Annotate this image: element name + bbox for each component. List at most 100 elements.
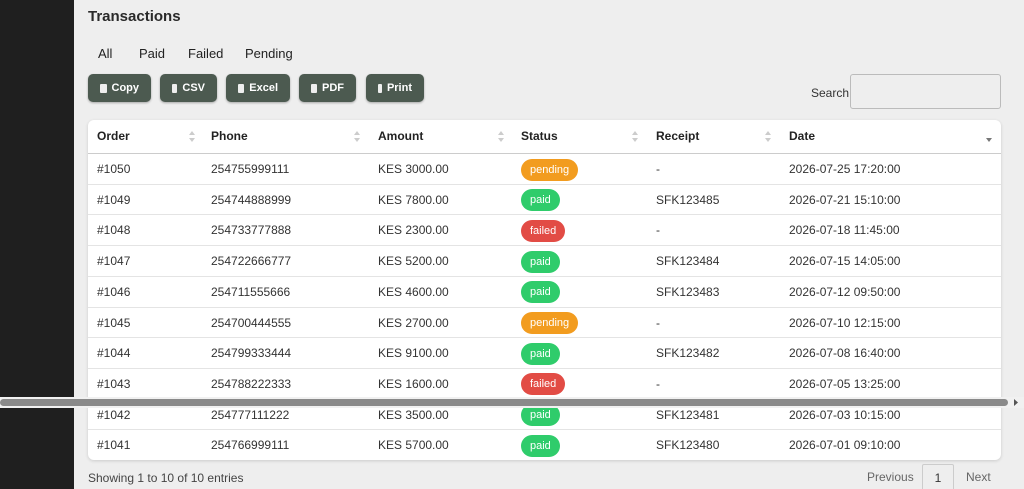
page-button[interactable]: 1 <box>922 464 954 489</box>
export-button[interactable]: Copy <box>88 74 151 102</box>
table-cell: - <box>656 162 660 176</box>
status-badge: paid <box>521 434 560 457</box>
search-label: Search: <box>811 86 853 100</box>
column-header[interactable]: Date <box>789 129 816 143</box>
row-divider <box>88 214 1001 216</box>
status-badge: pending <box>521 312 579 334</box>
row-divider <box>88 306 1001 308</box>
table-cell: 2026-07-18 11:45:00 <box>789 223 900 238</box>
status-badge: paid <box>521 189 560 212</box>
status-badge: paid <box>521 404 560 427</box>
table-cell: KES 9100.00 <box>378 346 449 361</box>
table-cell: 254722666777 <box>211 254 292 269</box>
filter-tab[interactable]: Failed <box>188 46 224 61</box>
header-divider <box>88 153 1001 154</box>
column-header[interactable]: Order <box>97 129 130 143</box>
sort-icon <box>632 131 638 142</box>
row-divider <box>88 245 1001 247</box>
table-cell: KES 2700.00 <box>378 315 449 330</box>
column-header[interactable]: Receipt <box>656 129 700 143</box>
table-cell: KES 1600.00 <box>378 376 449 391</box>
table-cell: KES 5200.00 <box>378 254 449 269</box>
button-label: Copy <box>111 82 140 94</box>
filter-tab[interactable]: Pending <box>245 46 293 61</box>
export-button[interactable]: PDF <box>299 74 356 102</box>
export-button[interactable]: Print <box>366 74 424 102</box>
table-cell: KES 2300.00 <box>378 223 449 238</box>
scrollbar-thumb[interactable] <box>0 399 1008 406</box>
sort-icon <box>498 131 504 142</box>
table-cell: 254777111222 <box>211 407 290 422</box>
table-cell: SFK123484 <box>656 254 720 269</box>
button-icon <box>238 83 245 93</box>
status-badge: pending <box>521 158 579 181</box>
filter-tab[interactable]: All <box>98 46 113 61</box>
sort-icon <box>986 138 992 142</box>
table-cell: SFK123480 <box>656 438 720 453</box>
table-cell: 254788222333 <box>211 376 292 391</box>
previous-button[interactable]: Previous <box>867 470 914 484</box>
page-title: Transactions <box>88 8 181 25</box>
sort-icon <box>189 131 195 142</box>
button-label: Excel <box>249 82 278 94</box>
table-cell: 254766999111 <box>211 438 290 453</box>
column-header[interactable]: Phone <box>211 129 248 143</box>
status-badge: paid <box>521 281 560 304</box>
button-icon <box>172 83 178 93</box>
column-header[interactable]: Status <box>521 129 558 143</box>
button-label: CSV <box>182 82 205 94</box>
table-cell: KES 7800.00 <box>378 192 449 207</box>
status-badge: paid <box>521 250 560 273</box>
scroll-arrow[interactable] <box>1012 398 1020 407</box>
table-cell: KES 4600.00 <box>378 284 449 299</box>
table-cell: 2026-07-25 17:20:00 <box>789 162 901 176</box>
table-info: Showing 1 to 10 of 10 entries <box>88 471 244 485</box>
table-cell: KES 3000.00 <box>378 162 449 176</box>
search-input[interactable] <box>850 74 1001 109</box>
row-divider <box>88 367 1001 369</box>
table-cell: 2026-07-01 09:10:00 <box>789 438 901 453</box>
table-cell: #1045 <box>97 315 131 330</box>
export-button[interactable]: CSV <box>160 74 217 102</box>
table-cell: 254799333444 <box>211 346 292 361</box>
table-cell: 254744888999 <box>211 192 292 207</box>
row-divider <box>88 429 1001 431</box>
table-cell: KES 5700.00 <box>378 438 449 453</box>
table-cell: SFK123483 <box>656 284 720 299</box>
row-divider <box>88 337 1001 339</box>
sort-icon <box>765 131 771 142</box>
row-divider <box>88 275 1001 277</box>
table-cell: KES 3500.00 <box>378 407 449 422</box>
table-cell: SFK123485 <box>656 192 720 207</box>
next-button[interactable]: Next <box>966 470 991 484</box>
filter-tab[interactable]: Paid <box>139 46 166 61</box>
table-cell: #1048 <box>97 223 131 238</box>
table-cell: 2026-07-08 16:40:00 <box>789 346 901 361</box>
status-badge: paid <box>521 342 560 365</box>
table-cell: 254711555666 <box>211 284 291 299</box>
table-cell: 254733777888 <box>211 223 292 238</box>
table-cell: 2026-07-10 12:15:00 <box>789 315 901 330</box>
status-badge: failed <box>521 219 566 242</box>
status-badge: failed <box>521 373 566 396</box>
table-cell: SFK123482 <box>656 346 720 361</box>
table-cell: SFK123481 <box>656 407 720 422</box>
column-header[interactable]: Amount <box>378 129 424 143</box>
table-cell: 2026-07-21 15:10:00 <box>789 192 901 207</box>
button-icon <box>311 83 317 93</box>
button-icon <box>378 83 382 93</box>
table-cell: #1049 <box>97 192 131 207</box>
table-cell: 2026-07-03 10:15:00 <box>789 407 901 422</box>
table-cell: 2026-07-15 14:05:00 <box>789 254 901 269</box>
table-cell: - <box>656 223 660 238</box>
sort-icon <box>354 131 360 142</box>
table-cell: #1044 <box>97 346 131 361</box>
table-cell: #1046 <box>97 284 131 299</box>
transactions-table: Order Phone Amount Status Receipt Date #1050 25… <box>88 120 1001 460</box>
button-label: PDF <box>322 82 344 94</box>
sidebar <box>0 0 74 489</box>
row-divider <box>88 183 1001 185</box>
table-cell: #1047 <box>97 254 131 269</box>
export-button[interactable]: Excel <box>226 74 290 102</box>
